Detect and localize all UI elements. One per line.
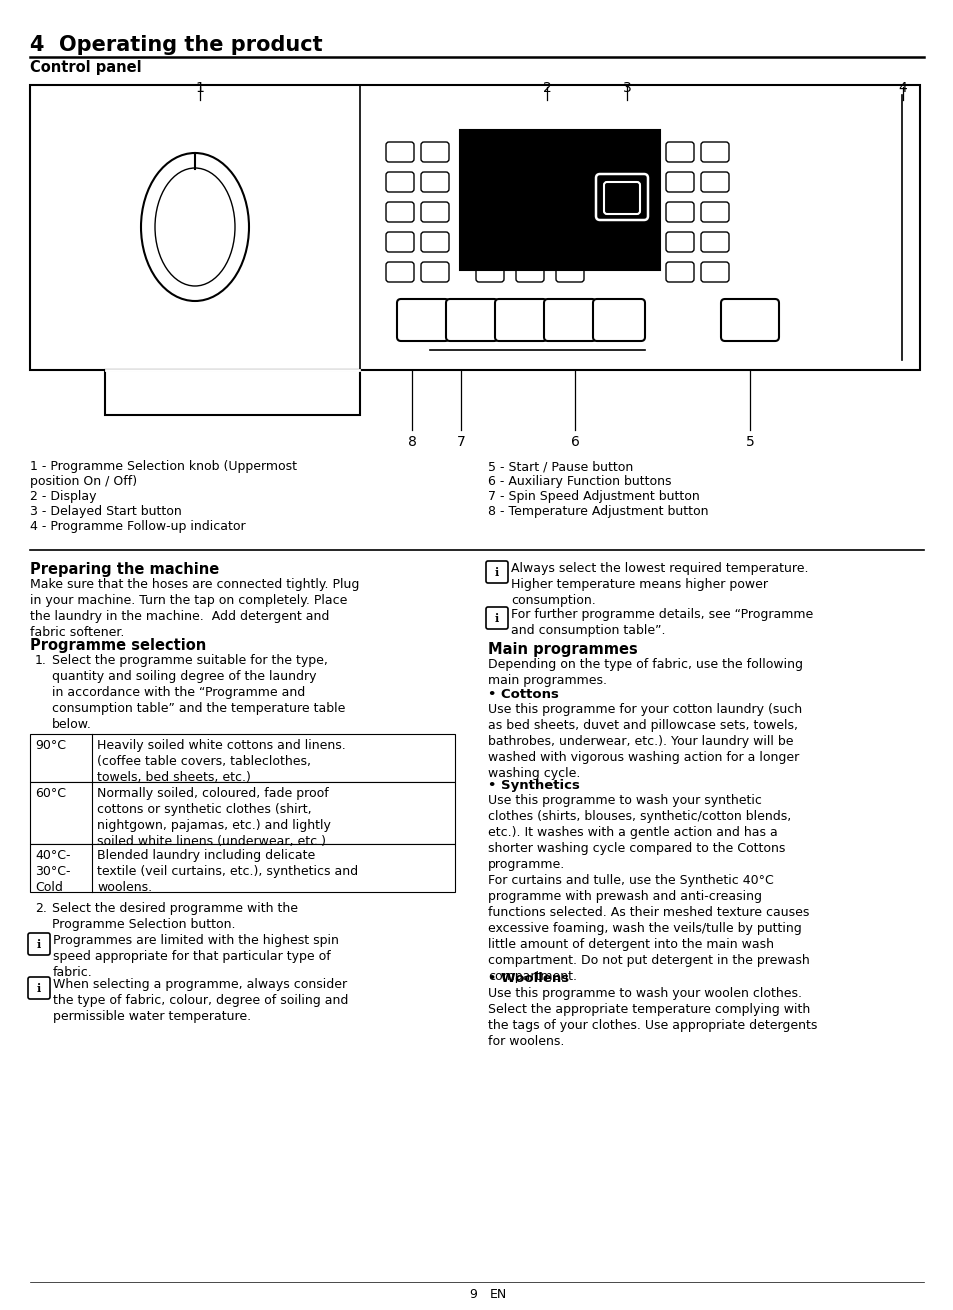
- FancyBboxPatch shape: [446, 299, 497, 341]
- Bar: [105, 369, 359, 415]
- Bar: [30, 782, 455, 844]
- Text: Depending on the type of fabric, use the following
main programmes.: Depending on the type of fabric, use the…: [488, 658, 802, 686]
- Text: 7: 7: [456, 435, 465, 449]
- Text: Blended laundry including delicate
textile (veil curtains, etc.), synthetics and: Blended laundry including delicate texti…: [97, 849, 357, 893]
- Text: Select the programme suitable for the type,
quantity and soiling degree of the l: Select the programme suitable for the ty…: [52, 654, 345, 731]
- FancyBboxPatch shape: [665, 262, 693, 282]
- Text: 3 - Delayed Start button: 3 - Delayed Start button: [30, 504, 182, 517]
- Text: Make sure that the hoses are connected tightly. Plug
in your machine. Turn the t: Make sure that the hoses are connected t…: [30, 578, 359, 639]
- Text: 1.: 1.: [35, 654, 47, 667]
- Text: 4 - Programme Follow-up indicator: 4 - Programme Follow-up indicator: [30, 520, 245, 533]
- FancyBboxPatch shape: [700, 262, 728, 282]
- Text: Use this programme for your cotton laundry (such
as bed sheets, duvet and pillow: Use this programme for your cotton laund…: [488, 703, 801, 779]
- FancyBboxPatch shape: [396, 299, 449, 341]
- FancyBboxPatch shape: [665, 202, 693, 221]
- Text: i: i: [37, 984, 41, 994]
- Text: • Synthetics: • Synthetics: [488, 779, 579, 793]
- Text: • Cottons: • Cottons: [488, 688, 558, 701]
- Text: i: i: [495, 613, 498, 625]
- FancyBboxPatch shape: [665, 172, 693, 193]
- Text: 5 - Start / Pause button: 5 - Start / Pause button: [488, 460, 633, 473]
- FancyBboxPatch shape: [516, 262, 543, 282]
- FancyBboxPatch shape: [386, 141, 414, 162]
- Text: 90°C: 90°C: [35, 739, 66, 752]
- Text: Use this programme to wash your synthetic
clothes (shirts, blouses, synthetic/co: Use this programme to wash your syntheti…: [488, 794, 809, 982]
- Text: 8: 8: [407, 435, 416, 449]
- Text: Heavily soiled white cottons and linens.
(coffee table covers, tableclothes,
tow: Heavily soiled white cottons and linens.…: [97, 739, 345, 783]
- Text: For further programme details, see “Programme
and consumption table”.: For further programme details, see “Prog…: [511, 608, 812, 637]
- Text: 1 - Programme Selection knob (Uppermost: 1 - Programme Selection knob (Uppermost: [30, 460, 296, 473]
- Text: Normally soiled, coloured, fade proof
cottons or synthetic clothes (shirt,
night: Normally soiled, coloured, fade proof co…: [97, 787, 331, 848]
- FancyBboxPatch shape: [420, 232, 449, 252]
- Text: 4  Operating the product: 4 Operating the product: [30, 35, 322, 55]
- Bar: [30, 844, 455, 892]
- Text: 9: 9: [469, 1288, 476, 1301]
- Text: EN: EN: [490, 1288, 507, 1301]
- Ellipse shape: [154, 168, 234, 286]
- FancyBboxPatch shape: [420, 141, 449, 162]
- FancyBboxPatch shape: [665, 232, 693, 252]
- Text: 2.: 2.: [35, 903, 47, 914]
- FancyBboxPatch shape: [386, 262, 414, 282]
- Bar: [30, 734, 455, 782]
- FancyBboxPatch shape: [596, 174, 647, 220]
- Text: Use this programme to wash your woolen clothes.
Select the appropriate temperatu: Use this programme to wash your woolen c…: [488, 986, 817, 1048]
- FancyBboxPatch shape: [593, 299, 644, 341]
- Text: 6 - Auxiliary Function buttons: 6 - Auxiliary Function buttons: [488, 476, 671, 489]
- FancyBboxPatch shape: [665, 141, 693, 162]
- FancyBboxPatch shape: [386, 172, 414, 193]
- Text: 2: 2: [542, 81, 551, 96]
- Text: 8 - Temperature Adjustment button: 8 - Temperature Adjustment button: [488, 504, 708, 517]
- Text: Programmes are limited with the highest spin
speed appropriate for that particul: Programmes are limited with the highest …: [53, 934, 338, 979]
- Text: 40°C-
30°C-
Cold: 40°C- 30°C- Cold: [35, 849, 71, 893]
- Text: i: i: [37, 939, 41, 951]
- FancyBboxPatch shape: [700, 172, 728, 193]
- Text: Programme selection: Programme selection: [30, 638, 206, 652]
- FancyBboxPatch shape: [700, 232, 728, 252]
- Text: 2 - Display: 2 - Display: [30, 490, 96, 503]
- Ellipse shape: [141, 153, 249, 301]
- Text: 60°C: 60°C: [35, 787, 66, 800]
- Text: Control panel: Control panel: [30, 60, 141, 75]
- Text: Preparing the machine: Preparing the machine: [30, 562, 219, 576]
- Text: 5: 5: [745, 435, 754, 449]
- FancyBboxPatch shape: [476, 262, 503, 282]
- FancyBboxPatch shape: [420, 172, 449, 193]
- FancyBboxPatch shape: [485, 561, 507, 583]
- Text: Always select the lowest required temperature.
Higher temperature means higher p: Always select the lowest required temper…: [511, 562, 807, 607]
- FancyBboxPatch shape: [556, 262, 583, 282]
- FancyBboxPatch shape: [603, 182, 639, 214]
- FancyBboxPatch shape: [420, 202, 449, 221]
- Text: Select the desired programme with the
Programme Selection button.: Select the desired programme with the Pr…: [52, 903, 297, 931]
- FancyBboxPatch shape: [720, 299, 779, 341]
- Text: • Woollens: • Woollens: [488, 972, 569, 985]
- FancyBboxPatch shape: [420, 262, 449, 282]
- Text: 3: 3: [622, 81, 631, 96]
- FancyBboxPatch shape: [386, 202, 414, 221]
- FancyBboxPatch shape: [28, 933, 50, 955]
- Text: 7 - Spin Speed Adjustment button: 7 - Spin Speed Adjustment button: [488, 490, 699, 503]
- Text: position On / Off): position On / Off): [30, 476, 137, 489]
- FancyBboxPatch shape: [485, 607, 507, 629]
- FancyBboxPatch shape: [700, 202, 728, 221]
- Text: 1: 1: [195, 81, 204, 96]
- Text: Main programmes: Main programmes: [488, 642, 638, 658]
- Bar: [459, 130, 659, 270]
- FancyBboxPatch shape: [495, 299, 546, 341]
- Text: 6: 6: [570, 435, 578, 449]
- Text: When selecting a programme, always consider
the type of fabric, colour, degree o: When selecting a programme, always consi…: [53, 979, 348, 1023]
- Bar: [30, 85, 919, 369]
- FancyBboxPatch shape: [700, 141, 728, 162]
- Text: 4: 4: [898, 81, 906, 96]
- Text: i: i: [495, 567, 498, 579]
- FancyBboxPatch shape: [386, 232, 414, 252]
- FancyBboxPatch shape: [543, 299, 596, 341]
- FancyBboxPatch shape: [28, 977, 50, 1000]
